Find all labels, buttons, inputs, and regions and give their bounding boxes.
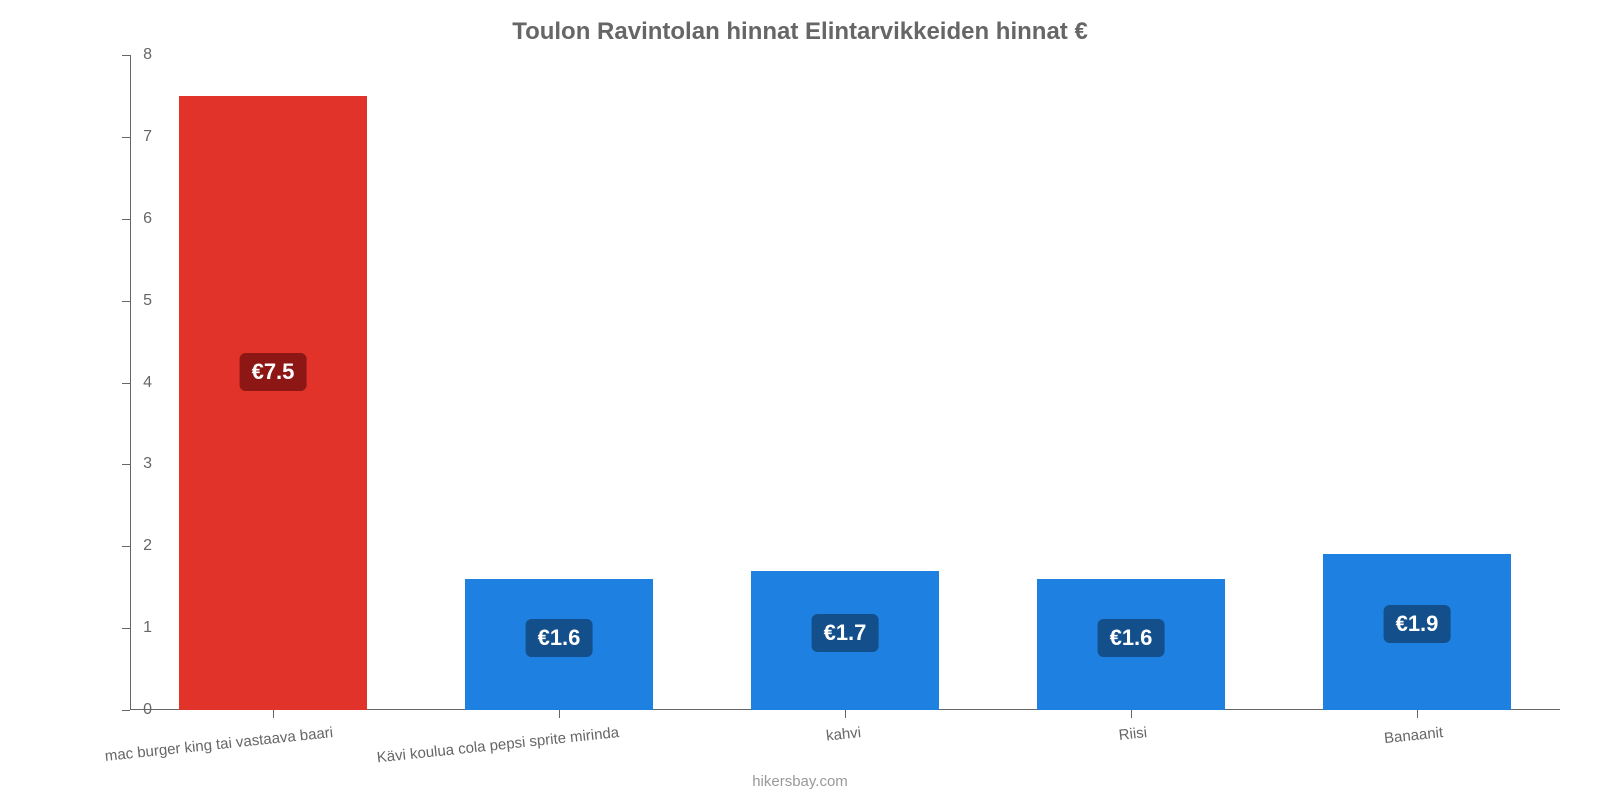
y-tick: [122, 628, 130, 629]
credit-text: hikersbay.com: [0, 773, 1600, 790]
bar-value-label: €1.7: [812, 614, 879, 652]
y-tick-label: 3: [143, 455, 152, 473]
y-tick: [122, 219, 130, 220]
chart-title: Toulon Ravintolan hinnat Elintarvikkeide…: [0, 18, 1600, 46]
x-tick: [845, 710, 846, 718]
y-tick: [122, 55, 130, 56]
y-tick: [122, 383, 130, 384]
y-tick: [122, 546, 130, 547]
y-tick-label: 1: [143, 619, 152, 637]
y-tick: [122, 137, 130, 138]
x-tick-label: Kävi koulua cola pepsi sprite mirinda: [376, 724, 620, 766]
x-tick: [1131, 710, 1132, 718]
y-tick-label: 4: [143, 374, 152, 392]
y-tick-label: 8: [143, 46, 152, 64]
bar-value-label: €1.6: [1098, 619, 1165, 657]
x-tick: [1417, 710, 1418, 718]
bar-value-label: €1.6: [526, 619, 593, 657]
bar: [179, 96, 368, 710]
y-tick-label: 7: [143, 128, 152, 146]
y-tick-label: 2: [143, 537, 152, 555]
x-tick-label: kahvi: [825, 724, 862, 745]
x-tick-label: Banaanit: [1383, 724, 1444, 747]
y-axis-line: [130, 55, 131, 710]
y-tick-label: 5: [143, 292, 152, 310]
x-tick: [273, 710, 274, 718]
plot-area: €7.5 €1.6 €1.7 €1.6 €1.9: [130, 55, 1560, 710]
y-tick-label: 0: [143, 701, 152, 719]
x-tick-label: mac burger king tai vastaava baari: [104, 724, 334, 765]
y-tick-label: 6: [143, 210, 152, 228]
x-tick: [559, 710, 560, 718]
y-tick: [122, 464, 130, 465]
y-tick: [122, 710, 130, 711]
y-tick: [122, 301, 130, 302]
bar-value-label: €1.9: [1384, 605, 1451, 643]
bar-value-label: €7.5: [240, 353, 307, 391]
x-tick-label: Riisi: [1118, 724, 1148, 744]
